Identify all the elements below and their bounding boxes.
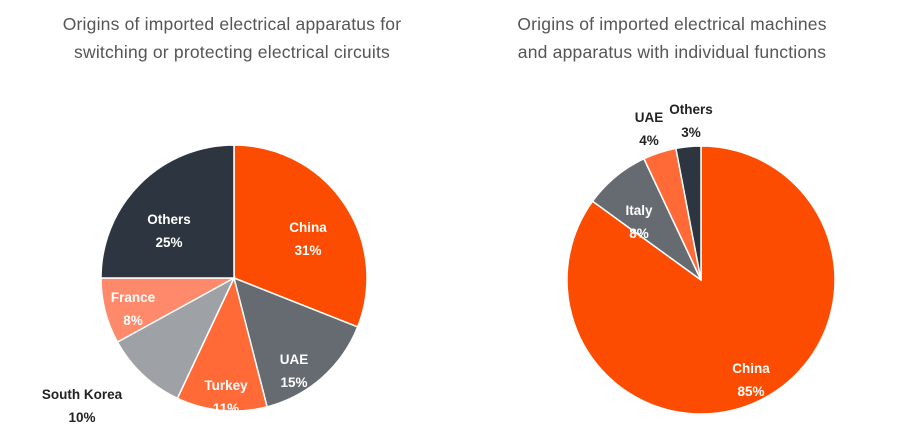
pie-right-slice-others (675, 145, 702, 281)
pie-left-slice-others (100, 144, 235, 279)
pie-right-label-italy: Italy (625, 203, 653, 218)
pie-right-value-others: 3% (681, 125, 701, 140)
pie-left-slice-uae (232, 276, 359, 408)
chart-title-right-line-1: Origins of imported electrical machines (517, 14, 827, 34)
pie-left-value-others: 25% (155, 235, 182, 250)
pie-right-value-italy: 8% (629, 226, 649, 241)
chart-title-left-line-2: switching or protecting electrical circu… (74, 42, 390, 62)
pie-left-value-france: 8% (123, 313, 143, 328)
pie-left-slice-south-korea (116, 276, 236, 400)
pie-left-value-turkey: 11% (213, 401, 239, 416)
pie-left-label-uae: UAE (280, 352, 309, 367)
pie-left-value-south-korea: 10% (68, 410, 95, 425)
pie-right-label-others: Others (669, 102, 713, 117)
pie-left-label-others: Others (147, 212, 191, 227)
pie-right-label-uae: UAE (635, 110, 664, 125)
chart-title-left: Origins of imported electrical apparatus… (12, 10, 452, 66)
pie-chart-left: China 31% UAE 15% Turkey 11% South Korea 10% Fra… (42, 144, 368, 425)
pie-left-slice-turkey (176, 275, 268, 412)
chart-title-right-line-2: and apparatus with individual functions (517, 42, 827, 62)
pie-chart-right: China 85% Italy 8% UAE 4% Others 3% (566, 102, 836, 415)
pie-left-label-turkey: Turkey (204, 378, 248, 393)
pie-right-label-china: China (732, 361, 770, 376)
chart-title-right: Origins of imported electrical machines … (452, 10, 892, 66)
pie-left-slice-china (233, 144, 368, 328)
pie-left-value-china: 31% (294, 243, 321, 258)
pie-left-value-uae: 15% (280, 375, 307, 390)
chart-title-left-line-1: Origins of imported electrical apparatus… (62, 14, 402, 34)
pie-left-label-china: China (289, 220, 327, 235)
pie-right-value-china: 85% (737, 384, 764, 399)
pie-left-label-south-korea: South Korea (42, 387, 123, 402)
pie-right-value-uae: 4% (639, 133, 659, 148)
pie-left-label-france: France (111, 290, 156, 305)
